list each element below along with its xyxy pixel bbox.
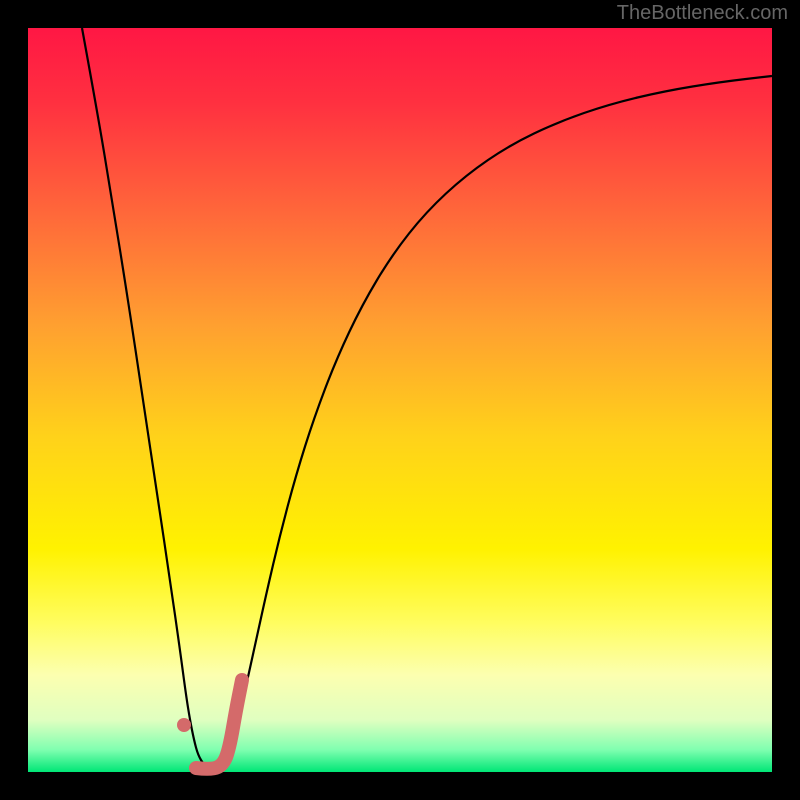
chart-container: TheBottleneck.com	[0, 0, 800, 800]
plot-background	[28, 28, 772, 772]
watermark-text: TheBottleneck.com	[617, 2, 788, 25]
bottleneck-chart	[0, 0, 800, 800]
j-marker-dot	[177, 718, 191, 732]
